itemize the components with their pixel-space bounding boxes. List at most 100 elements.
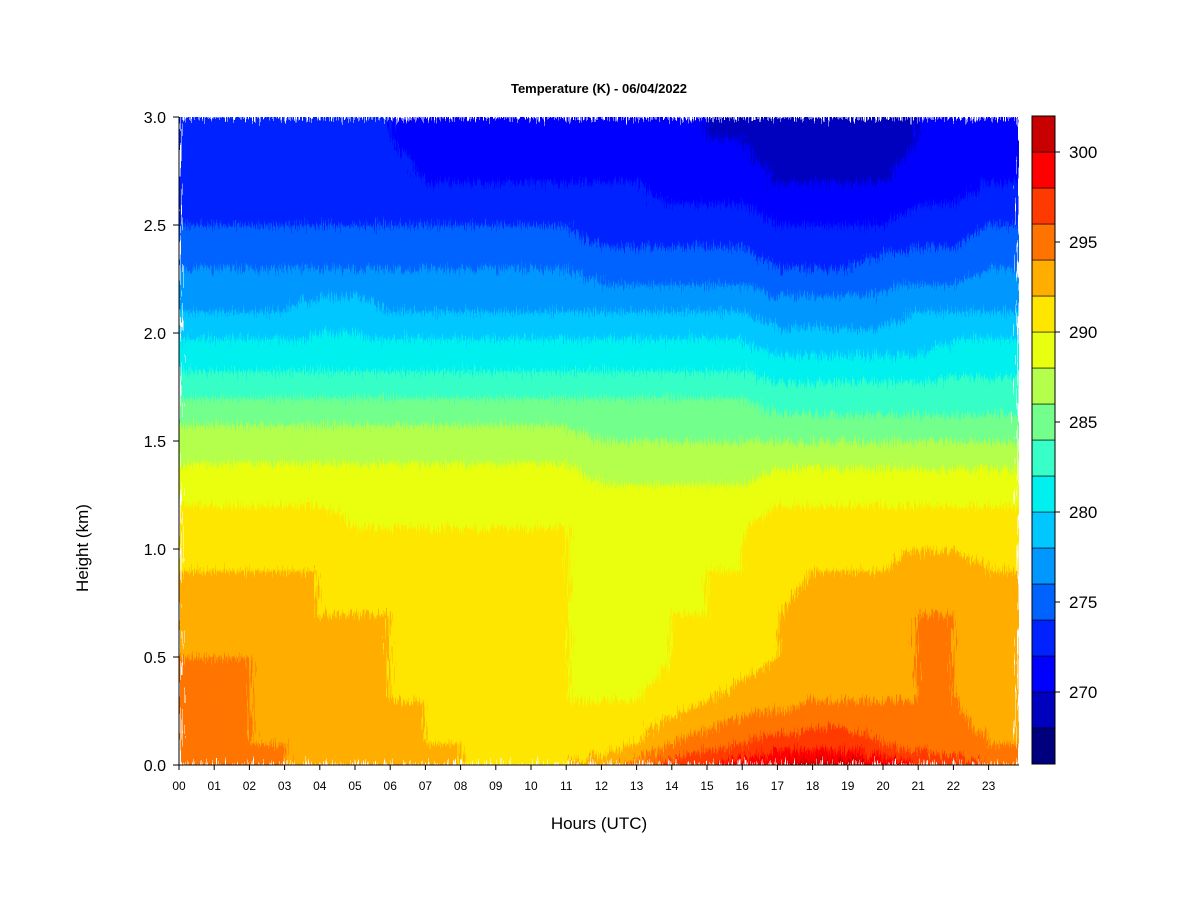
heatmap-cell [418,376,426,383]
heatmap-cell [328,424,336,431]
heatmap-cell [179,316,186,323]
heatmap-cell [334,651,342,658]
heatmap-cell [328,694,336,701]
heatmap-cell [268,522,276,528]
heatmap-cell [406,349,414,356]
heatmap-cell [364,446,372,453]
heatmap-cell [185,576,192,582]
heatmap-cell [298,214,306,221]
heatmap-cell [334,586,342,593]
heatmap-cell [406,721,414,728]
heatmap-cell [352,354,360,361]
heatmap-cell [262,262,270,269]
heatmap-cell [352,311,360,318]
heatmap-cell [406,365,414,372]
heatmap-cell [328,511,336,518]
heatmap-cell [310,705,318,712]
heatmap-cell [346,451,354,458]
heatmap-cell [316,759,324,765]
heatmap-cell [310,694,318,701]
heatmap-cell [220,565,228,572]
heatmap-cell [226,678,234,685]
heatmap-cell [232,743,240,750]
heatmap-cell [346,176,354,183]
heatmap-cell [220,738,228,744]
heatmap-cell [322,241,330,248]
heatmap-cell [208,192,216,199]
heatmap-cell [202,667,210,674]
heatmap-cell [418,370,426,377]
heatmap-cell [256,565,264,572]
heatmap-cell [412,230,420,237]
heatmap-cell [412,257,420,264]
heatmap-cell [232,376,240,383]
heatmap-cell [400,759,408,765]
heatmap-cell [400,397,408,404]
heatmap-cell [334,662,342,669]
heatmap-cell [394,279,402,285]
heatmap-cell [400,478,408,485]
heatmap-cell [179,262,186,269]
heatmap-cell [292,759,300,765]
heatmap-cell [202,300,210,307]
heatmap-cell [382,592,390,599]
heatmap-cell [382,743,390,750]
heatmap-cell [388,743,396,750]
heatmap-cell [418,165,426,172]
heatmap-cell [328,554,336,561]
heatmap-cell [280,289,288,296]
heatmap-cell [328,322,336,329]
heatmap-cell [334,322,342,329]
heatmap-cell [394,489,402,496]
heatmap-cell [334,608,342,615]
heatmap-cell [179,462,186,469]
heatmap-cell [220,392,228,399]
heatmap-cell [394,624,402,631]
heatmap-cell [358,322,366,329]
heatmap-cell [202,549,210,555]
heatmap-cell [190,743,198,750]
heatmap-cell [208,381,216,388]
heatmap-cell [226,522,234,528]
heatmap-cell [310,511,318,518]
heatmap-cell [256,651,264,658]
heatmap-cell [179,613,186,620]
heatmap-cell [190,122,198,129]
heatmap-cell [358,635,366,642]
heatmap-cell [244,532,252,539]
heatmap-cell [244,306,252,312]
heatmap-cell [346,257,354,264]
heatmap-cell [412,721,420,728]
heatmap-cell [274,181,282,188]
heatmap-cell [304,673,312,680]
heatmap-cell [196,473,204,480]
heatmap-cell [274,122,282,129]
heatmap-cell [298,257,306,264]
heatmap-cell [179,673,186,680]
heatmap-cell [412,738,420,744]
heatmap-cell [179,127,186,134]
heatmap-cell [394,468,402,474]
heatmap-cell [226,370,234,377]
heatmap-cell [394,397,402,404]
heatmap-cell [382,354,390,361]
heatmap-cell [304,225,312,231]
heatmap-cell [382,365,390,372]
heatmap-cell [370,268,378,275]
heatmap-cell [274,511,282,518]
heatmap-cell [190,613,198,620]
heatmap-cell [220,522,228,528]
heatmap-cell [214,543,222,550]
heatmap-cell [202,532,210,539]
heatmap-cell [406,613,414,620]
heatmap-cell [202,343,210,350]
heatmap-cell [238,171,246,177]
heatmap-cell [352,365,360,372]
heatmap-cell [298,284,306,291]
heatmap-cell [358,559,366,566]
heatmap-cell [394,338,402,345]
heatmap-cell [292,219,300,226]
heatmap-cell [310,338,318,345]
heatmap-cell [304,387,312,393]
heatmap-cell [286,279,294,285]
